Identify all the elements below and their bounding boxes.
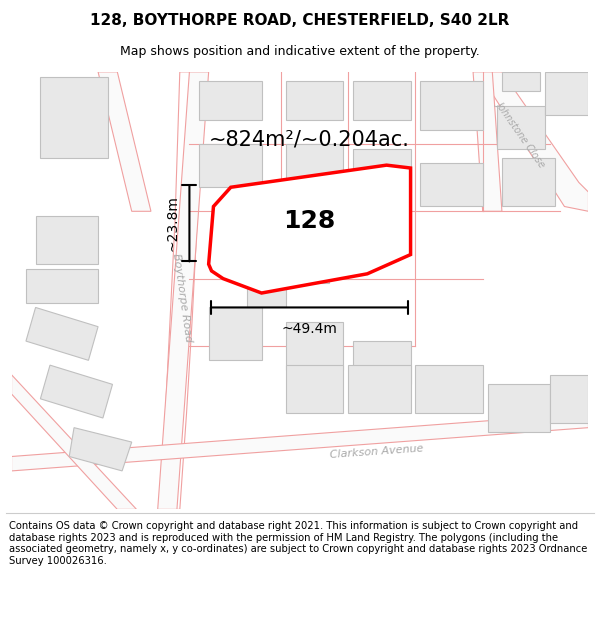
Polygon shape — [286, 365, 343, 413]
Polygon shape — [420, 163, 482, 206]
Polygon shape — [40, 77, 107, 158]
Text: Johnstone Close: Johnstone Close — [494, 99, 548, 169]
Polygon shape — [502, 158, 555, 206]
Polygon shape — [281, 240, 329, 283]
Polygon shape — [286, 322, 343, 370]
Polygon shape — [26, 269, 98, 302]
Polygon shape — [158, 72, 209, 509]
Text: Boythorpe Road: Boythorpe Road — [172, 253, 194, 343]
Polygon shape — [286, 81, 343, 120]
Text: ~49.4m: ~49.4m — [281, 322, 338, 336]
Polygon shape — [502, 72, 541, 91]
Text: 128: 128 — [283, 209, 336, 233]
Polygon shape — [26, 308, 98, 361]
Polygon shape — [348, 365, 410, 413]
Text: Contains OS data © Crown copyright and database right 2021. This information is : Contains OS data © Crown copyright and d… — [9, 521, 587, 566]
Text: Map shows position and indicative extent of the property.: Map shows position and indicative extent… — [120, 44, 480, 58]
Polygon shape — [286, 144, 343, 188]
Polygon shape — [161, 72, 202, 509]
Polygon shape — [415, 365, 482, 413]
Polygon shape — [545, 72, 589, 115]
Polygon shape — [482, 72, 589, 211]
Polygon shape — [353, 81, 410, 120]
Polygon shape — [353, 149, 410, 192]
Polygon shape — [420, 81, 482, 129]
Polygon shape — [209, 308, 262, 361]
Polygon shape — [35, 216, 98, 264]
Polygon shape — [98, 72, 151, 211]
Polygon shape — [11, 375, 137, 509]
Polygon shape — [473, 72, 502, 211]
Polygon shape — [199, 144, 262, 188]
Polygon shape — [247, 279, 286, 308]
Polygon shape — [353, 341, 410, 384]
Text: 128, BOYTHORPE ROAD, CHESTERFIELD, S40 2LR: 128, BOYTHORPE ROAD, CHESTERFIELD, S40 2… — [91, 13, 509, 28]
Polygon shape — [11, 413, 589, 471]
Text: ~824m²/~0.204ac.: ~824m²/~0.204ac. — [209, 129, 410, 149]
Polygon shape — [69, 428, 132, 471]
Text: ~23.8m: ~23.8m — [166, 196, 180, 251]
Text: Clarkson Avenue: Clarkson Avenue — [330, 443, 424, 460]
Polygon shape — [497, 106, 545, 149]
Polygon shape — [550, 375, 589, 423]
Polygon shape — [199, 81, 262, 120]
Polygon shape — [487, 384, 550, 432]
Polygon shape — [209, 165, 410, 293]
Polygon shape — [40, 365, 113, 418]
